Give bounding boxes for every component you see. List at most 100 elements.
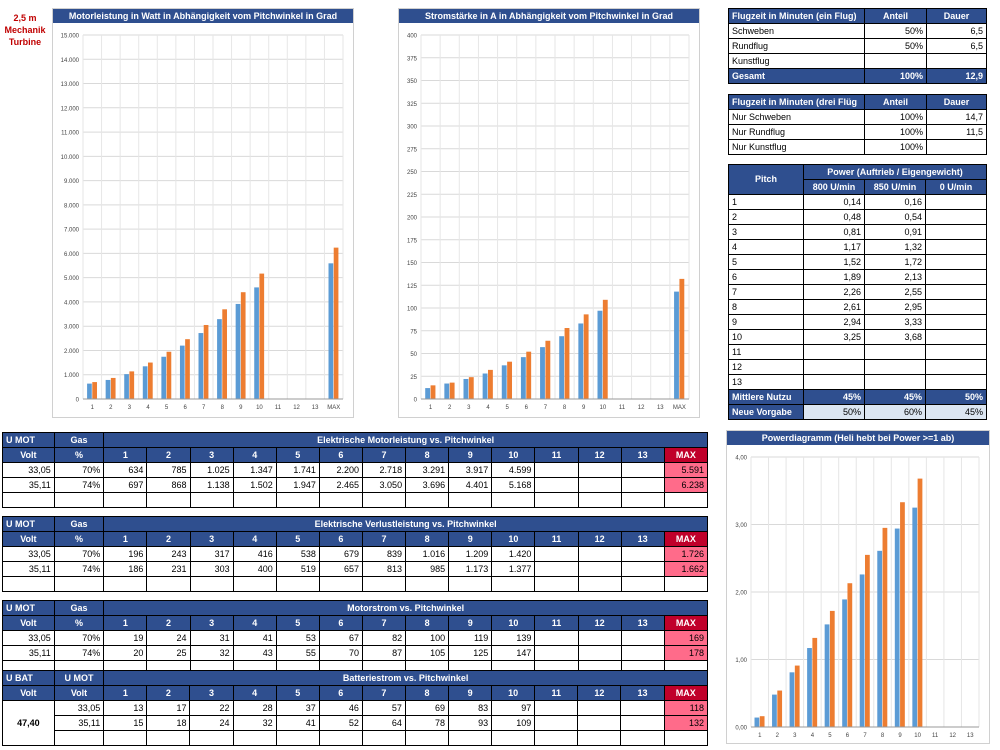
table-cell: Neue Vorgabe: [728, 404, 804, 420]
table-cell: 19: [103, 630, 148, 646]
table-cell: 1.209: [448, 546, 493, 562]
y-tick-label: 1,00: [735, 658, 747, 664]
y-tick-label: 13.000: [61, 82, 80, 88]
bar: [507, 361, 513, 399]
bar: [185, 339, 190, 399]
table-cell: [924, 374, 988, 390]
bar: [917, 478, 923, 727]
x-tick-label: 1: [91, 405, 95, 411]
table-cell: 178: [663, 645, 709, 661]
table-cell: 11,5: [926, 124, 987, 140]
table-cell: 11: [728, 344, 804, 360]
table-cell: [577, 730, 622, 746]
table-cell: 3.291: [405, 462, 450, 478]
y-tick-label: 15.000: [61, 34, 80, 40]
mittlere-row: Mittlere Nutzu 45% 45% 50%: [728, 389, 988, 405]
table-cell: [448, 492, 493, 508]
table-cell: 839: [361, 546, 407, 562]
table-cell: 985: [405, 561, 450, 577]
table-cell: [924, 344, 988, 360]
bar: [333, 247, 339, 399]
header-cell: 4: [232, 531, 277, 547]
x-tick-label: 2: [448, 405, 452, 411]
table-cell: [577, 645, 622, 661]
y-tick-label: 225: [407, 193, 418, 199]
motorleistung-chart: Motorleistung in Watt in Abhängigkeit vo…: [52, 8, 354, 418]
header-cell: 9: [448, 685, 493, 701]
table-row: 9 2,94 3,33: [728, 314, 988, 330]
table-cell: 33,05: [2, 630, 55, 646]
bar: [148, 362, 153, 399]
y-tick-label: 8.000: [64, 203, 80, 209]
table-cell: [534, 576, 579, 592]
table-cell: [926, 139, 987, 155]
bar: [789, 672, 795, 727]
bar: [578, 323, 584, 399]
table-cell: 32: [232, 715, 277, 731]
table-cell: Kunstflug: [728, 53, 865, 69]
bar: [912, 507, 918, 727]
header-cell: 800 U/min: [803, 179, 865, 195]
table-cell: 100%: [864, 139, 927, 155]
table-row: 4 1,17 1,32: [728, 239, 988, 255]
header-cell: 10: [491, 615, 536, 631]
bar: [777, 690, 783, 727]
header-cell: 11: [534, 447, 579, 463]
header-cell: 4: [232, 615, 277, 631]
table-cell: [620, 700, 665, 716]
table-cell: 1.726: [663, 546, 709, 562]
table-cell: 1.502: [232, 477, 277, 493]
table-cell: 2,55: [864, 284, 926, 300]
table-cell: [275, 492, 320, 508]
table-cell: 87: [361, 645, 407, 661]
chart-title: Stromstärke in A in Abhängigkeit vom Pit…: [399, 9, 699, 23]
table-cell: [534, 715, 579, 731]
header-cell: 8: [405, 615, 450, 631]
table-cell: 785: [146, 462, 191, 478]
bar: [900, 502, 905, 727]
table-cell: 45%: [864, 389, 926, 405]
table-cell: [2, 492, 55, 508]
bar: [110, 377, 116, 399]
table-cell: 1.138: [189, 477, 234, 493]
motorleistung-chart-plot: 0 1.000 2.000 3.000 4.000 5.000 6.000 7.000 8.00…: [61, 34, 344, 411]
header-cell: Volt: [2, 615, 55, 631]
bar: [161, 356, 167, 399]
powerdiagramm-chart-plot: 0,001,002,003,004,001 2 3 4 5 6 7 8 9 10 11 12 13: [735, 456, 980, 739]
table-cell: 53: [275, 630, 320, 646]
table-cell: [924, 284, 988, 300]
verlustleistung-table: U MOT Gas Elektrische Verlustleistung vs. …: [2, 516, 709, 592]
table-cell: 0,48: [803, 209, 865, 225]
bar: [240, 292, 246, 399]
table-cell: 3: [728, 224, 804, 240]
header-cell: 2: [146, 615, 191, 631]
header-cell: 9: [448, 531, 493, 547]
x-tick-label: 7: [202, 405, 206, 411]
table-cell: 9: [728, 314, 804, 330]
table-cell: 196: [103, 546, 148, 562]
y-tick-label: 125: [407, 284, 418, 290]
table-cell: [620, 546, 665, 562]
y-tick-label: 11.000: [61, 131, 80, 137]
flugzeit-ein-flug-table: Flugzeit in Minuten (ein Flug) Anteil Da…: [728, 8, 987, 84]
table-cell: [534, 462, 579, 478]
header-cell: 6: [318, 615, 363, 631]
table-cell: 0,81: [803, 224, 865, 240]
bar: [894, 528, 900, 727]
table-cell: [318, 576, 363, 592]
x-tick-label: 6: [183, 405, 187, 411]
table-cell: 243: [146, 546, 191, 562]
table-cell: [146, 730, 191, 746]
x-tick-label: 4: [146, 405, 150, 411]
table-header-row: U MOT Gas Motorstrom vs. Pitchwinkel: [2, 600, 708, 616]
bar: [488, 369, 493, 399]
bar: [842, 599, 847, 727]
table-cell: [491, 492, 536, 508]
table-row: 35,11 74% 697 868 1.138 1.502 1.947 2.465 3.050 3…: [2, 477, 709, 493]
table-cell: [924, 254, 988, 270]
bar: [540, 347, 545, 399]
table-cell: 118: [663, 700, 708, 716]
table-cell: 1.420: [491, 546, 536, 562]
x-tick-label: 7: [863, 733, 867, 739]
table-cell: [189, 576, 234, 592]
